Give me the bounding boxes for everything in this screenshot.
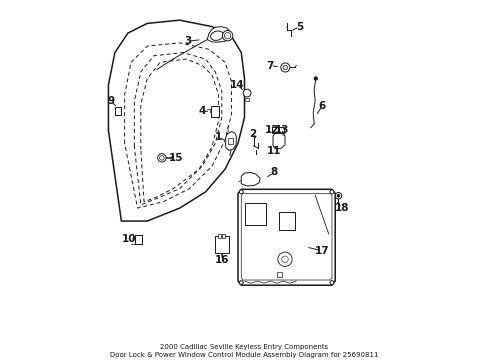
Text: 10: 10 [122, 234, 137, 244]
Polygon shape [238, 189, 335, 285]
Bar [272, 127, 277, 132]
Circle shape [336, 194, 339, 197]
Circle shape [335, 193, 341, 199]
Polygon shape [241, 172, 260, 186]
Polygon shape [207, 27, 230, 42]
Circle shape [224, 32, 230, 39]
Text: 17: 17 [314, 246, 329, 256]
Bar [227, 138, 232, 144]
Text: 15: 15 [169, 153, 183, 163]
Bar [210, 106, 218, 117]
Polygon shape [225, 132, 236, 150]
Text: 2: 2 [248, 129, 256, 139]
Text: 6: 6 [318, 101, 325, 111]
Circle shape [277, 252, 291, 266]
Circle shape [157, 154, 166, 162]
Text: 2000 Cadillac Seville Keyless Entry Components
Door Lock & Power Window Control : 2000 Cadillac Seville Keyless Entry Comp… [110, 344, 378, 358]
Circle shape [280, 63, 289, 72]
Circle shape [329, 281, 333, 284]
Text: 12: 12 [264, 125, 279, 135]
Circle shape [222, 31, 232, 41]
Circle shape [329, 190, 333, 194]
Text: 7: 7 [266, 60, 274, 71]
Bar [277, 272, 281, 277]
Text: 9: 9 [107, 96, 114, 106]
Ellipse shape [210, 31, 223, 40]
Text: 8: 8 [269, 167, 277, 177]
Bar [215, 236, 228, 253]
Bar [222, 234, 225, 238]
Text: 13: 13 [274, 125, 288, 135]
Circle shape [313, 77, 317, 80]
Circle shape [239, 190, 243, 194]
Text: 11: 11 [266, 147, 280, 156]
Text: 3: 3 [184, 36, 191, 46]
Text: 16: 16 [214, 255, 228, 265]
Circle shape [243, 89, 250, 97]
Bar [115, 107, 121, 115]
Circle shape [283, 65, 287, 70]
Circle shape [281, 256, 287, 262]
Bar [278, 212, 294, 230]
Circle shape [239, 281, 243, 284]
Polygon shape [272, 131, 285, 149]
Text: 4: 4 [198, 106, 205, 116]
Bar [134, 235, 142, 244]
Bar [244, 98, 248, 101]
Bar [217, 234, 221, 238]
Circle shape [159, 156, 164, 160]
Text: 5: 5 [295, 22, 303, 32]
Text: 14: 14 [229, 80, 244, 90]
Text: 1: 1 [215, 132, 222, 142]
Bar [245, 203, 266, 225]
Bar [278, 127, 284, 132]
Text: 18: 18 [334, 203, 348, 213]
